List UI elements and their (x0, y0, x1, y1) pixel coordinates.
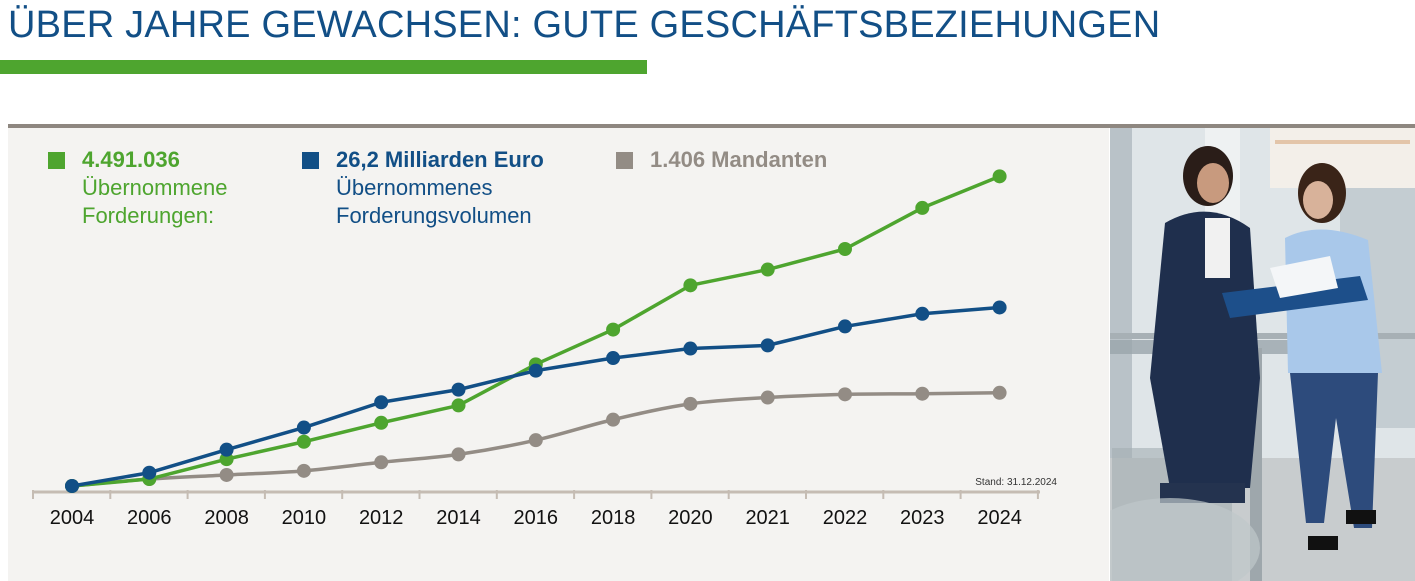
legend-forderungen-value: 4.491.036 (82, 147, 180, 172)
legend-volumen-line1: Übernommenes (336, 175, 493, 200)
legend-forderungen: 4.491.036 Übernommene Forderungen: (48, 146, 228, 230)
data-point (915, 306, 930, 321)
x-tick-label: 2016 (514, 507, 559, 529)
legend-swatch-blue (302, 152, 319, 169)
data-point (142, 465, 157, 480)
data-point (374, 415, 389, 430)
data-point (374, 455, 389, 470)
x-tick-label: 2018 (591, 507, 636, 529)
legend-mandanten: 1.406 Mandanten (616, 146, 827, 174)
data-point (219, 467, 234, 482)
data-point (915, 200, 930, 215)
data-point (992, 169, 1007, 184)
data-point (838, 242, 852, 256)
data-point (528, 363, 543, 378)
data-point (606, 412, 621, 427)
x-tick-label: 2024 (977, 507, 1022, 529)
line-chart: 2004 2006 2008 2010 2012 2014 2016 2018 2020 2021… (32, 169, 1057, 529)
legend-forderungen-line2: Forderungen: (82, 203, 215, 228)
data-point (296, 434, 311, 449)
x-tick-label: 2022 (823, 507, 868, 529)
legend-volumen-value: 26,2 Milliarden Euro (336, 147, 544, 172)
top-rule (8, 124, 1415, 128)
legend-forderungen-line1: Übernommene (82, 175, 228, 200)
data-point (683, 278, 698, 293)
data-point (65, 479, 79, 493)
series-line (71, 305, 1000, 488)
data-point (606, 322, 621, 337)
x-tick-label: 2014 (436, 507, 481, 529)
data-point (296, 420, 311, 435)
x-tick-label: 2006 (127, 507, 172, 529)
x-tick-label: 2023 (900, 507, 945, 529)
data-point (760, 262, 775, 277)
data-point (451, 398, 466, 413)
legend-volumen: 26,2 Milliarden Euro Übernommenes Forder… (302, 146, 544, 230)
data-point (451, 447, 466, 462)
legend-swatch-gray (616, 152, 633, 169)
legend-volumen-line2: Forderungsvolumen (336, 203, 532, 228)
data-point (915, 386, 930, 401)
x-tick-label: 2008 (204, 507, 249, 529)
data-point (528, 433, 543, 448)
data-point (683, 341, 698, 356)
stand-note: Stand: 31.12.2024 (975, 477, 1057, 488)
data-point (374, 395, 389, 410)
x-tick-label: 2020 (668, 507, 713, 529)
x-tick-label: 2010 (282, 507, 327, 529)
page-title: ÜBER JAHRE GEWACHSEN: GUTE GESCHÄFTSBEZI… (8, 4, 1161, 46)
data-point (992, 385, 1007, 400)
data-point (838, 319, 852, 334)
data-point (296, 463, 311, 478)
legend-swatch-green (48, 152, 65, 169)
data-point (992, 300, 1007, 315)
legend-mandanten-value: 1.406 Mandanten (650, 147, 828, 172)
data-point (606, 351, 621, 366)
x-tick-label: 2004 (50, 507, 95, 529)
data-point (219, 442, 234, 457)
x-tick-label: 2021 (745, 507, 790, 529)
data-point (838, 387, 852, 402)
title-underline (0, 60, 647, 74)
data-point (683, 396, 698, 411)
data-point (760, 338, 775, 353)
two-women-photo (1110, 128, 1415, 581)
data-point (451, 382, 466, 397)
data-point (760, 390, 775, 405)
x-tick-label: 2012 (359, 507, 404, 529)
